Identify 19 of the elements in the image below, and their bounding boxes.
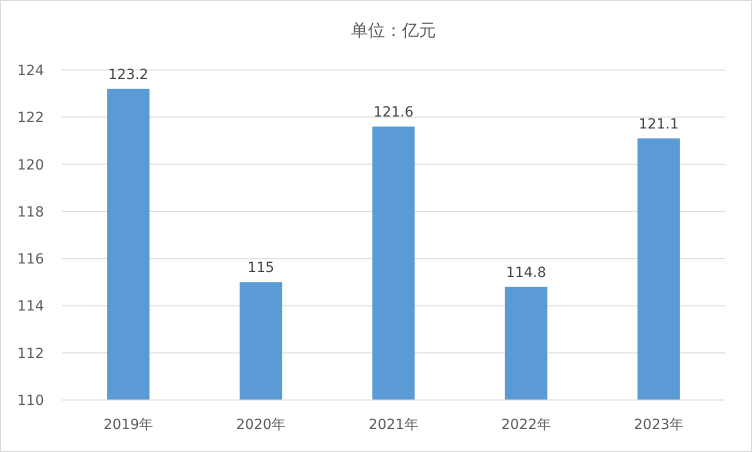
y-tick-label: 120 bbox=[17, 157, 44, 174]
y-tick-label: 118 bbox=[17, 204, 44, 220]
x-tick-label: 2022年 bbox=[501, 417, 551, 433]
chart-title: 单位：亿元 bbox=[351, 21, 436, 41]
y-tick-label: 124 bbox=[17, 63, 44, 79]
data-label: 121.6 bbox=[373, 104, 414, 121]
y-tick-label: 116 bbox=[17, 252, 44, 268]
x-tick-label: 2023年 bbox=[634, 417, 684, 433]
data-label: 115 bbox=[248, 260, 274, 276]
x-tick-label: 2021年 bbox=[368, 417, 418, 433]
y-tick-label: 112 bbox=[17, 346, 44, 362]
y-tick-label: 114 bbox=[17, 298, 44, 315]
y-tick-label: 122 bbox=[17, 110, 44, 126]
y-tick-label: 110 bbox=[17, 393, 44, 409]
data-label: 123.2 bbox=[108, 66, 148, 83]
data-label: 121.1 bbox=[638, 116, 679, 132]
x-tick-label: 2020年 bbox=[236, 417, 286, 433]
x-tick-label: 2019年 bbox=[103, 417, 154, 433]
data-label: 114.8 bbox=[506, 264, 546, 281]
